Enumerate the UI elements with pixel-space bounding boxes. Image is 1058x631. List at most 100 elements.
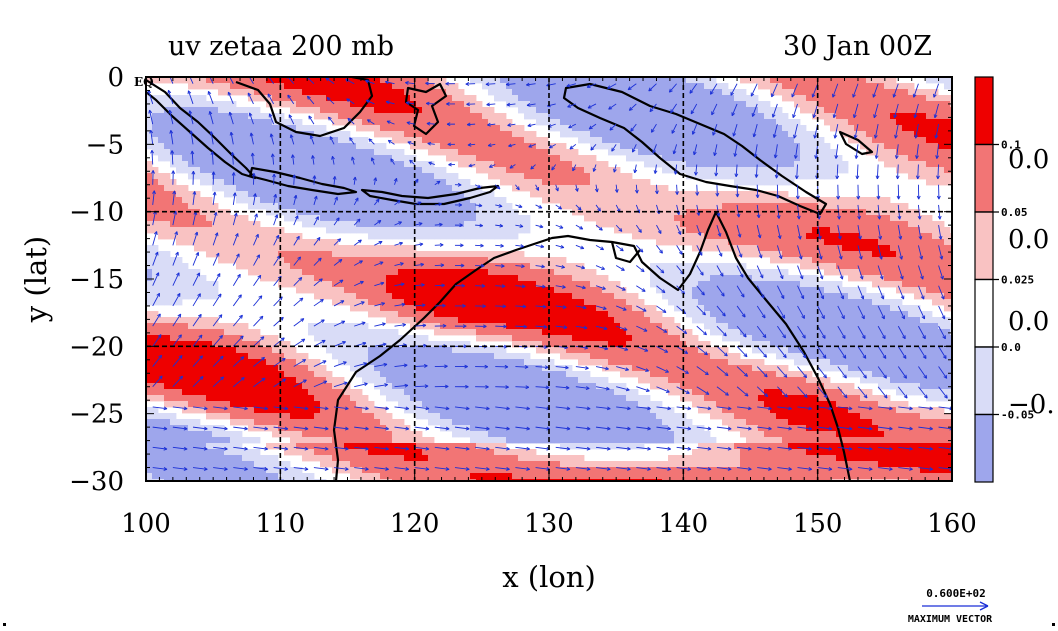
field-cell <box>242 173 249 180</box>
field-cell <box>212 281 219 288</box>
field-cell <box>290 275 297 282</box>
field-cell <box>680 143 687 150</box>
field-cell <box>608 305 615 312</box>
field-cell <box>704 155 711 162</box>
field-cell <box>416 215 423 222</box>
field-cell <box>368 299 375 306</box>
field-cell <box>566 317 573 324</box>
field-cell <box>176 125 183 132</box>
field-cell <box>740 341 747 348</box>
field-cell <box>938 263 945 270</box>
field-cell <box>332 113 339 120</box>
field-cell <box>506 275 513 282</box>
field-cell <box>464 179 471 186</box>
field-cell <box>386 293 393 300</box>
field-cell <box>392 131 399 138</box>
field-cell <box>788 143 795 150</box>
field-cell <box>632 197 639 204</box>
field-cell <box>776 293 783 300</box>
field-cell <box>938 137 945 144</box>
field-cell <box>494 143 501 150</box>
field-cell <box>524 107 531 114</box>
field-cell <box>560 203 567 210</box>
field-cell <box>674 281 681 288</box>
field-cell <box>932 77 939 84</box>
field-cell <box>614 311 621 318</box>
field-cell <box>446 221 453 228</box>
field-cell <box>770 215 777 222</box>
field-cell <box>710 275 717 282</box>
field-cell <box>242 161 249 168</box>
field-cell <box>740 299 747 306</box>
field-cell <box>734 251 741 258</box>
field-cell <box>410 89 417 96</box>
field-cell <box>440 251 447 258</box>
field-cell <box>332 161 339 168</box>
field-cell <box>404 161 411 168</box>
field-cell <box>278 161 285 168</box>
field-cell <box>440 215 447 222</box>
field-cell <box>464 269 471 276</box>
field-cell <box>506 203 513 210</box>
field-cell <box>554 269 561 276</box>
field-cell <box>476 167 483 174</box>
field-cell <box>668 203 675 210</box>
field-cell <box>860 221 867 228</box>
field-cell <box>794 155 801 162</box>
field-cell <box>236 119 243 126</box>
field-cell <box>938 179 945 186</box>
field-cell <box>368 233 375 240</box>
field-cell <box>872 263 879 270</box>
field-cell <box>422 203 429 210</box>
field-cell <box>260 155 267 162</box>
field-cell <box>392 203 399 210</box>
field-cell <box>236 227 243 234</box>
field-cell <box>674 137 681 144</box>
field-cell <box>464 161 471 168</box>
field-cell <box>266 269 273 276</box>
field-cell <box>410 197 417 204</box>
field-cell <box>572 263 579 270</box>
field-cell <box>782 317 789 324</box>
field-cell <box>476 335 483 342</box>
field-cell <box>698 143 705 150</box>
field-cell <box>488 83 495 90</box>
field-cell <box>902 287 909 294</box>
field-cell <box>860 107 867 114</box>
field-cell <box>320 293 327 300</box>
field-cell <box>236 113 243 120</box>
field-cell <box>530 263 537 270</box>
field-cell <box>434 173 441 180</box>
field-cell <box>890 95 897 102</box>
field-cell <box>806 101 813 108</box>
field-cell <box>902 221 909 228</box>
field-cell <box>698 173 705 180</box>
field-cell <box>770 173 777 180</box>
field-cell <box>188 173 195 180</box>
field-cell <box>494 281 501 288</box>
field-cell <box>278 155 285 162</box>
field-cell <box>872 305 879 312</box>
field-cell <box>896 125 903 132</box>
field-cell <box>416 311 423 318</box>
field-cell <box>308 197 315 204</box>
field-cell <box>440 263 447 270</box>
field-cell <box>488 137 495 144</box>
field-cell <box>584 173 591 180</box>
field-cell <box>728 149 735 156</box>
field-cell <box>362 287 369 294</box>
field-cell <box>212 155 219 162</box>
field-cell <box>344 293 351 300</box>
field-cell <box>200 155 207 162</box>
field-cell <box>812 137 819 144</box>
field-cell <box>350 167 357 174</box>
field-cell <box>326 137 333 144</box>
field-cell <box>344 221 351 228</box>
field-cell <box>908 239 915 246</box>
field-cell <box>326 149 333 156</box>
field-cell <box>338 329 345 336</box>
field-cell <box>908 113 915 120</box>
field-cell <box>632 113 639 120</box>
field-cell <box>566 311 573 318</box>
field-cell <box>248 149 255 156</box>
